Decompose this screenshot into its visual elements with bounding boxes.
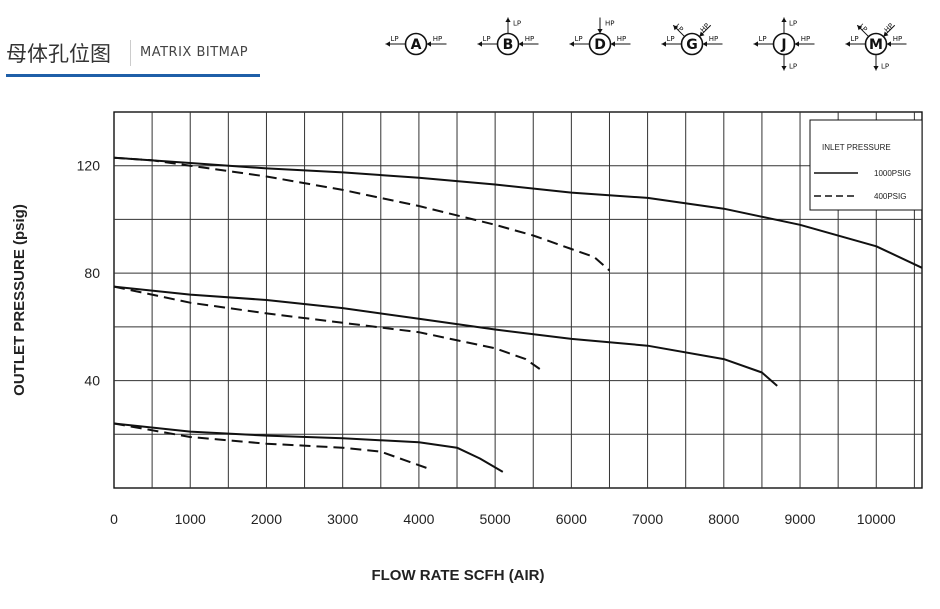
- series-group: [113, 156, 923, 473]
- x-tick-label: 9000: [784, 511, 815, 527]
- x-tick-label: 8000: [708, 511, 739, 527]
- port-label: HP: [801, 35, 811, 43]
- port-label: LP: [789, 20, 797, 28]
- legend-label: 1000PSIG: [874, 169, 911, 178]
- port-label: LP: [789, 63, 797, 71]
- port-label: LP: [850, 35, 858, 43]
- port-arrow: [753, 41, 758, 47]
- port-arrow: [857, 25, 863, 31]
- legend-label: 400PSIG: [874, 192, 906, 201]
- series-line-1000psig-1: [113, 156, 923, 269]
- port-label: HP: [617, 35, 627, 43]
- title-underline: [6, 74, 260, 77]
- series-line-400psig-2: [113, 156, 611, 272]
- y-axis-label: OUTLET PRESSURE (psig): [11, 204, 28, 396]
- x-tick-label: 6000: [556, 511, 587, 527]
- x-tick-label: 7000: [632, 511, 663, 527]
- page-title: 母体孔位图: [6, 42, 111, 66]
- port-arrow: [673, 25, 679, 31]
- port-label: LP: [758, 35, 766, 43]
- port-arrow: [597, 29, 603, 34]
- grid-lines: [114, 112, 922, 488]
- port-arrow: [794, 41, 799, 47]
- port-diagram-d: D HP LP HP: [569, 17, 631, 56]
- port-label: LP: [881, 63, 889, 71]
- port-diagram-a: A LP HP: [385, 32, 447, 56]
- y-tick-label: 120: [77, 158, 101, 174]
- port-arrow: [883, 31, 889, 37]
- port-letter: M: [869, 37, 883, 53]
- port-arrow: [661, 41, 666, 47]
- port-arrow: [505, 17, 511, 22]
- x-tick-label: 2000: [251, 511, 282, 527]
- series-line-1000psig-5: [113, 422, 504, 473]
- x-axis-label: FLOW RATE SCFH (AIR): [371, 567, 544, 584]
- port-arrow: [845, 41, 850, 47]
- port-arrow: [886, 41, 891, 47]
- page-subtitle: MATRIX BITMAP: [140, 45, 249, 60]
- x-tick-label: 10000: [857, 511, 896, 527]
- port-arrow: [699, 31, 705, 37]
- y-tick-label: 40: [84, 373, 100, 389]
- page-header: 母体孔位图 MATRIX BITMAP: [6, 30, 260, 77]
- legend-box: [809, 119, 923, 211]
- port-label: LP: [673, 22, 684, 33]
- port-arrow: [781, 66, 787, 71]
- x-tick-label: 5000: [480, 511, 511, 527]
- series-line-400psig-4: [113, 285, 542, 371]
- port-diagram-b: B LP LP HP: [477, 17, 539, 56]
- port-letter: B: [503, 37, 514, 53]
- port-arrow: [477, 41, 482, 47]
- port-label: LP: [857, 22, 868, 33]
- x-tick-label: 3000: [327, 511, 358, 527]
- title-divider: [130, 40, 131, 66]
- port-label: HP: [433, 35, 443, 43]
- port-arrow: [781, 17, 787, 22]
- port-label: LP: [666, 35, 674, 43]
- port-label: LP: [574, 35, 582, 43]
- x-tick-label: 1000: [175, 511, 206, 527]
- port-label: LP: [390, 35, 398, 43]
- port-label: LP: [513, 20, 521, 28]
- x-tick-label: 0: [110, 511, 118, 527]
- port-arrow: [610, 41, 615, 47]
- port-label: HP: [525, 35, 535, 43]
- port-letter: D: [594, 37, 606, 53]
- plot-frame: [113, 111, 923, 489]
- series-line-400psig-6: [113, 422, 427, 469]
- port-arrow: [873, 66, 879, 71]
- port-label: HP: [893, 35, 903, 43]
- port-label: HP: [605, 20, 615, 28]
- x-tick-label: 4000: [403, 511, 434, 527]
- port-arrow: [426, 41, 431, 47]
- port-arrow: [385, 41, 390, 47]
- port-arrow: [518, 41, 523, 47]
- series-line-1000psig-3: [113, 285, 778, 387]
- port-letter: G: [686, 37, 698, 53]
- port-label: HP: [709, 35, 719, 43]
- port-arrow: [569, 41, 574, 47]
- port-arrow: [702, 41, 707, 47]
- legend: INLET PRESSURE 1000PSIG 400PSIG: [809, 119, 923, 211]
- port-label: LP: [482, 35, 490, 43]
- port-letter: J: [780, 37, 786, 53]
- port-letter: A: [411, 37, 422, 53]
- port-diagram-j: J LP LP HP LP: [753, 17, 815, 71]
- y-tick-label: 80: [84, 265, 100, 281]
- legend-title: INLET PRESSURE: [822, 143, 891, 152]
